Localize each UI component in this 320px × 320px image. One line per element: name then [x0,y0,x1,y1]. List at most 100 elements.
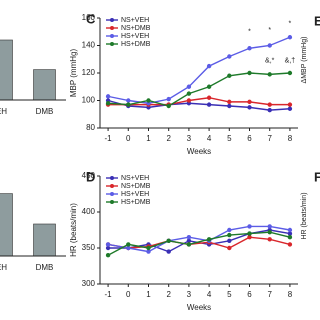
data-point [227,238,232,243]
data-point [267,102,272,107]
data-point [126,245,131,251]
x-tick-label: 6 [247,290,252,299]
data-point [227,73,232,78]
series-line [108,72,290,107]
data-point [287,235,293,240]
legend-marker [110,184,114,188]
annotation: * [268,27,271,34]
data-point [227,103,232,109]
y-tick-label: 160 [82,13,96,22]
data-point [206,63,212,69]
series-line [107,236,291,249]
x-tick-label: 4 [207,134,212,143]
data-point [267,237,272,242]
data-point [227,227,232,233]
bar [0,39,13,101]
x-tick-label: 3 [187,134,192,143]
x-tick-label: 0 [126,134,131,143]
y-axis-label: MBP (mmHg) [69,49,78,98]
data-point [267,107,272,113]
y-tick-label: 400 [82,207,96,216]
data-point [166,103,171,109]
data-point [247,46,252,51]
bar [0,193,13,257]
x-tick-label: 4 [207,290,212,299]
annotation: &,† [285,57,296,64]
x-tick-label: 5 [227,290,232,299]
annotation: * [248,29,251,36]
y-tick-label: 100 [82,96,96,105]
annotation: * [289,20,292,27]
legend-label: NS+VEH [121,17,149,24]
panel-letter: C [86,11,96,26]
x-tick-label: 2 [166,290,171,299]
data-point [227,245,232,251]
x-tick-label: 8 [288,290,293,299]
x-tick-label: 2 [166,134,171,143]
legend-marker [110,200,114,204]
x-tick-label: DMB [36,107,54,116]
series-line [107,99,290,111]
data-point [126,242,131,247]
data-point [186,235,192,240]
legend-label: HS+DMB [121,199,151,206]
x-tick-label: EH [0,263,7,272]
x-tick-label: -1 [105,134,113,143]
data-point [227,232,232,238]
data-point [267,72,272,77]
series-line [108,97,290,106]
y-axis-label: ΔMBP (mmHg) [301,37,308,84]
x-tick-label: 6 [247,134,252,143]
legend-marker [110,34,114,38]
series-line [107,231,291,256]
legend-label: HS+VEH [121,191,149,198]
y-tick-label: 300 [82,279,96,288]
x-tick-label: DMB [36,263,54,272]
panel-letter: D [86,169,95,184]
series-line [107,225,291,253]
data-point [146,98,151,103]
data-point [267,229,272,235]
data-point [247,224,252,229]
x-tick-label: 1 [146,290,151,299]
data-point [247,105,252,110]
data-point [105,101,111,106]
legend-label: NS+VEH [121,175,149,182]
data-point [287,106,293,111]
x-axis-label: Weeks [187,147,211,156]
legend-label: HS+DMB [121,41,151,48]
data-point [247,235,252,240]
data-point [227,54,232,59]
x-tick-label: 1 [146,134,151,143]
x-tick-label: -1 [105,290,113,299]
data-point [247,231,252,236]
data-point [267,224,272,229]
data-point [126,102,131,107]
data-point [186,98,192,103]
data-point [287,35,293,40]
x-axis-label: Weeks [187,303,211,312]
y-tick-label: 120 [82,68,96,77]
data-point [166,96,171,102]
data-point [206,102,212,107]
data-point [166,238,171,243]
data-point [287,242,293,247]
panel-letter: F [314,169,320,184]
data-point [206,84,212,89]
legend-label: NS+DMB [121,25,151,32]
legend-label: NS+DMB [121,183,151,190]
data-point [105,253,111,258]
data-point [105,94,111,99]
data-point [206,95,212,100]
data-point [287,227,293,233]
y-axis-label: HR (beats/min) [301,192,308,239]
x-tick-label: 8 [288,134,293,143]
y-axis-label: HR (beats/min) [69,203,78,257]
y-tick-label: 350 [82,243,96,252]
data-point [227,99,232,105]
panel-letter: E [314,13,320,28]
x-tick-label: 5 [227,134,232,143]
data-point [166,249,171,254]
data-point [206,237,212,242]
